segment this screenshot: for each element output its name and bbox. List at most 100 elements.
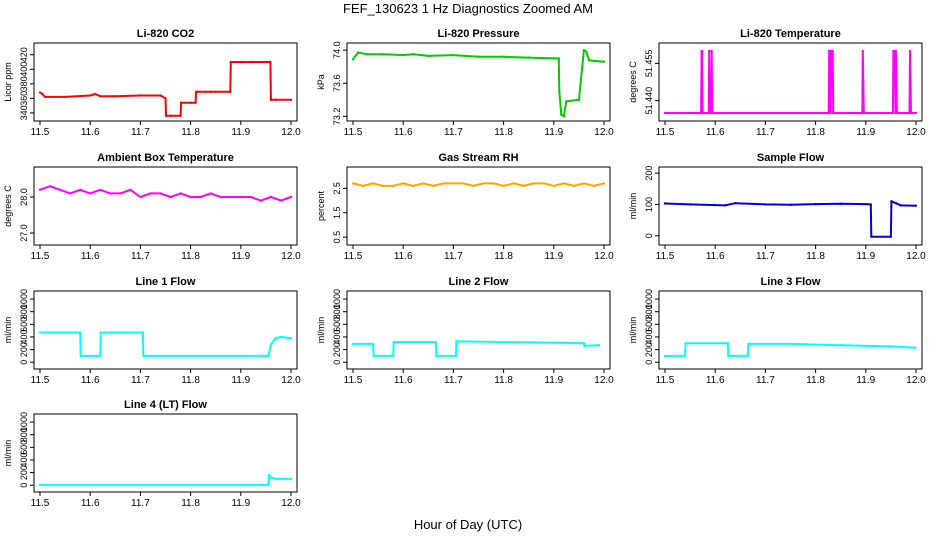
data-point xyxy=(402,53,405,57)
data-point xyxy=(139,94,142,97)
data-point xyxy=(789,203,792,206)
data-point xyxy=(269,343,273,346)
data-point xyxy=(832,111,836,115)
data-point xyxy=(502,55,505,58)
data-point xyxy=(710,111,714,115)
data-point xyxy=(412,184,415,188)
x-tick-label: 11.5 xyxy=(31,251,50,262)
data-point xyxy=(229,60,232,64)
x-tick-label: 12.0 xyxy=(594,375,614,386)
panel-title: Ambient Box Temperature xyxy=(97,152,234,164)
y-tick-label: 200 xyxy=(644,342,654,357)
data-point xyxy=(502,340,505,344)
data-point xyxy=(371,342,375,346)
data-point xyxy=(189,195,192,199)
y-tick-label: 0 xyxy=(644,233,654,238)
data-point xyxy=(219,195,222,199)
data-point xyxy=(391,354,395,358)
data-point xyxy=(289,98,293,102)
data-point xyxy=(89,192,92,195)
data-point xyxy=(372,354,375,358)
series-line xyxy=(352,182,605,187)
data-point xyxy=(99,94,102,98)
y-tick-label: 400 xyxy=(19,62,29,77)
series-line xyxy=(39,61,291,117)
x-tick-label: 11.6 xyxy=(81,127,100,138)
x-tick-label: 11.8 xyxy=(494,251,513,262)
data-point xyxy=(688,203,692,206)
panel-2: Li-820 Pressure 11.5 11.6 11.7 11.8 11.9 12.0 7… xyxy=(316,28,614,138)
x-tick-label: 11.5 xyxy=(344,127,363,138)
data-point xyxy=(582,342,586,345)
data-point xyxy=(381,184,385,188)
data-point xyxy=(462,182,465,185)
y-tick-label: 0 xyxy=(644,360,654,365)
y-tick-label: 600 xyxy=(19,440,29,455)
data-point xyxy=(249,60,253,64)
data-point xyxy=(562,115,566,118)
x-tick-label: 11.8 xyxy=(494,127,513,138)
plot-frame xyxy=(33,290,298,370)
data-point xyxy=(189,483,192,487)
plot-frame xyxy=(346,42,611,122)
data-point xyxy=(831,49,834,53)
data-point xyxy=(663,111,667,115)
y-tick-label: 360 xyxy=(19,91,29,106)
x-tick-label: 11.9 xyxy=(231,375,250,386)
data-point xyxy=(259,199,263,202)
data-point xyxy=(560,113,563,116)
data-point xyxy=(552,341,555,344)
data-point xyxy=(159,192,162,195)
data-point xyxy=(435,354,438,358)
data-point xyxy=(274,337,278,340)
data-point xyxy=(558,90,561,93)
y-tick-label: 400 xyxy=(644,329,654,344)
y-tick-label: 2.5 xyxy=(332,182,342,195)
y-axis-label: ml/min xyxy=(628,193,638,220)
x-tick-label: 11.9 xyxy=(544,127,563,138)
y-tick-label: 600 xyxy=(332,317,342,332)
data-point xyxy=(99,188,102,191)
data-point xyxy=(139,483,142,487)
data-point xyxy=(432,184,435,188)
y-axis-label: ml/min xyxy=(3,317,13,344)
data-point xyxy=(502,184,505,188)
panel-title: Line 1 Flow xyxy=(136,276,196,288)
data-point xyxy=(239,195,242,199)
data-point xyxy=(663,202,667,205)
data-point xyxy=(149,192,152,195)
data-point xyxy=(597,343,601,347)
y-tick-label: 1000 xyxy=(332,289,342,309)
x-tick-label: 11.5 xyxy=(344,251,363,262)
data-point xyxy=(587,58,591,62)
data-point xyxy=(267,354,270,358)
data-point xyxy=(861,49,864,53)
x-tick-label: 12.0 xyxy=(594,127,614,138)
series-line xyxy=(665,342,916,357)
data-point xyxy=(269,195,273,199)
x-tick-label: 11.5 xyxy=(656,127,675,138)
y-tick-label: 800 xyxy=(644,304,654,319)
x-tick-label: 11.8 xyxy=(494,375,513,386)
x-tick-label: 11.7 xyxy=(444,251,463,262)
data-point xyxy=(746,354,750,358)
x-tick-label: 11.9 xyxy=(231,498,250,509)
x-tick-label: 11.7 xyxy=(756,127,775,138)
plot-frame xyxy=(33,413,298,493)
y-tick-label: 100 xyxy=(644,197,654,212)
series-line xyxy=(40,331,292,357)
y-axis-label: Licor ppm xyxy=(3,62,13,102)
data-point xyxy=(284,336,288,339)
y-tick-label: 420 xyxy=(19,47,29,62)
panel-7: Line 1 Flow 11.5 11.6 11.7 11.8 11.9 12.0 0 2004… xyxy=(3,276,301,386)
data-point xyxy=(402,182,405,185)
data-point xyxy=(189,101,192,104)
y-tick-label: 400 xyxy=(19,329,29,344)
panel-title: Line 4 (LT) Flow xyxy=(124,399,207,411)
data-point xyxy=(38,188,42,191)
panel-8: Line 2 Flow 11.5 11.6 11.7 11.8 11.9 12.0 0 2004… xyxy=(316,276,614,386)
panel-9: Line 3 Flow 11.5 11.6 11.7 11.8 11.9 12.0 0 2004… xyxy=(628,276,926,386)
x-tick-label: 11.7 xyxy=(131,127,150,138)
x-tick-label: 12.0 xyxy=(906,375,926,386)
